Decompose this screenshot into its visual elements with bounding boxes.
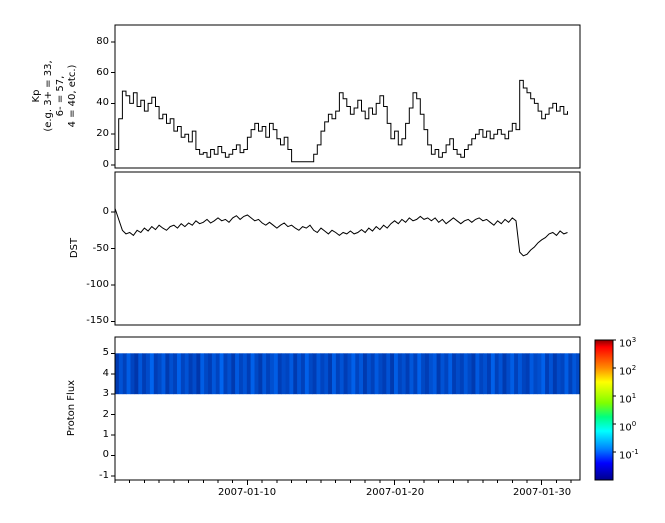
proton-flux-band bbox=[115, 353, 581, 395]
xtick-date-2: 2007-01-30 bbox=[512, 487, 572, 498]
xtick-date-1: 2007-01-20 bbox=[365, 487, 425, 498]
ytick-kp-2: 40 bbox=[96, 97, 109, 108]
ytick-kp-4: 0 bbox=[102, 159, 109, 170]
colorbar-tick-0: 103 bbox=[619, 336, 637, 350]
ytick-proton-flux-6: -1 bbox=[99, 470, 109, 481]
ytick-proton-flux-2: 3 bbox=[102, 388, 109, 399]
ytick-dst-2: -100 bbox=[86, 279, 109, 290]
kp-axis-label: Kp (e.g. 3+ = 33, 6- = 57, 4 = 40, etc.) bbox=[31, 60, 78, 132]
kp-trace bbox=[115, 79, 568, 163]
colorbar-tick-2: 101 bbox=[619, 392, 637, 406]
ytick-kp-1: 60 bbox=[96, 67, 109, 78]
ytick-kp-3: 20 bbox=[96, 128, 109, 139]
colorbar-tick-1: 102 bbox=[619, 364, 637, 378]
ytick-proton-flux-4: 1 bbox=[102, 429, 109, 440]
colorbar bbox=[594, 339, 614, 481]
dst-trace bbox=[114, 208, 568, 257]
panel-border-dst bbox=[114, 171, 581, 326]
ytick-dst-1: -50 bbox=[92, 243, 109, 254]
ytick-proton-flux-3: 2 bbox=[102, 409, 109, 420]
colorbar-tick-3: 100 bbox=[619, 420, 637, 434]
ytick-proton-flux-0: 5 bbox=[102, 347, 109, 358]
ytick-kp-0: 80 bbox=[96, 36, 109, 47]
colorbar-tick-4: 10-1 bbox=[619, 448, 639, 462]
ytick-proton-flux-5: 0 bbox=[102, 449, 109, 460]
panel-border-proton-flux bbox=[114, 336, 581, 481]
ytick-dst-0: 0 bbox=[102, 206, 109, 217]
ytick-proton-flux-1: 4 bbox=[102, 368, 109, 379]
panel-border-kp bbox=[114, 24, 581, 169]
ytick-dst-3: -150 bbox=[86, 315, 109, 326]
xtick-date-0: 2007-01-10 bbox=[217, 487, 277, 498]
